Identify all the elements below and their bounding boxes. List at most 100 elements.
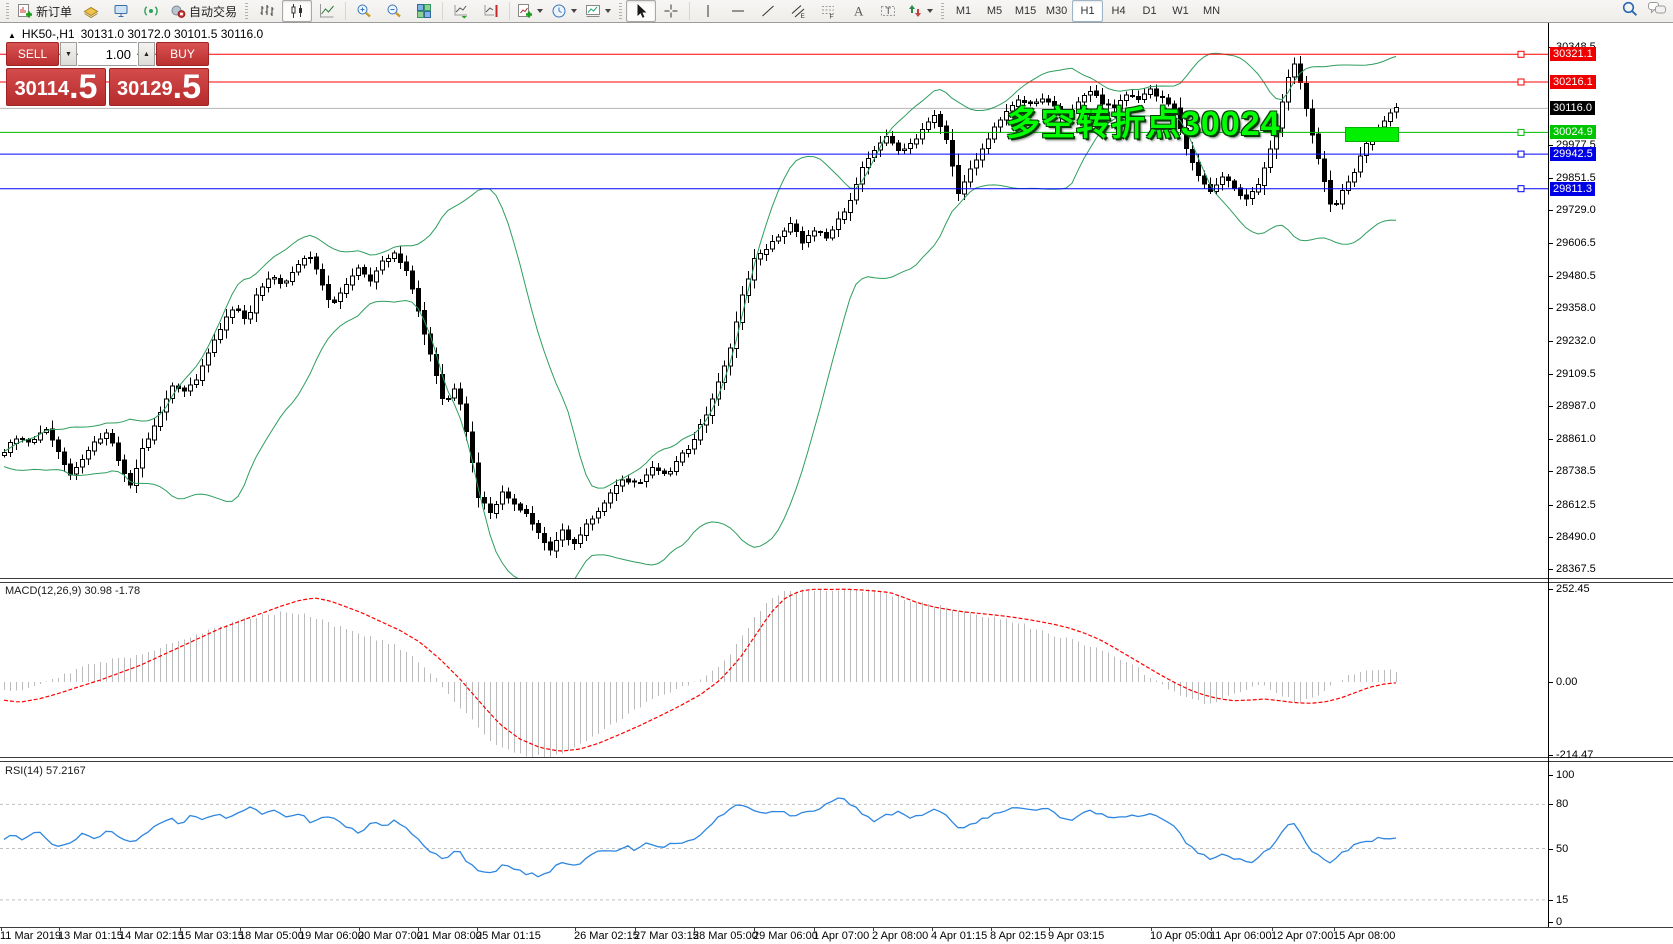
time-tick xyxy=(1211,927,1212,931)
time-tick xyxy=(754,927,755,931)
chart-shift-button[interactable] xyxy=(476,0,506,22)
panel-separator[interactable] xyxy=(0,578,1673,583)
panel-separator[interactable] xyxy=(0,757,1673,762)
time-label: 26 Mar 02:15 xyxy=(574,930,639,942)
time-tick xyxy=(1272,927,1273,931)
macd-tick xyxy=(1549,589,1553,590)
line-chart-button[interactable] xyxy=(312,0,342,22)
arrows-button[interactable] xyxy=(903,0,937,22)
price-tick-label: 28987.0 xyxy=(1556,400,1596,412)
new-order-button[interactable]: 新订单 xyxy=(13,0,76,22)
terminal-button[interactable] xyxy=(106,0,136,22)
sell-price-main: 30114 xyxy=(14,78,70,100)
macd-tick-label: -214.47 xyxy=(1556,749,1594,761)
trendline-button[interactable] xyxy=(753,0,783,22)
tab-timeframe-mn[interactable]: MN xyxy=(1196,0,1227,22)
macd-tick-label: 252.45 xyxy=(1556,583,1590,595)
signals-button[interactable] xyxy=(136,0,166,22)
macd-tick-label: 0.00 xyxy=(1556,676,1578,688)
time-axis[interactable]: 11 Mar 2019 13 Mar 01:15 14 Mar 02:15 15 Ma… xyxy=(0,927,1673,944)
volume-decrease-button[interactable]: ▼ xyxy=(60,42,77,66)
chat-icon[interactable] xyxy=(1647,0,1667,23)
time-label: 15 Mar 03:15 xyxy=(179,930,244,942)
price-tick xyxy=(1549,406,1553,407)
search-icon[interactable] xyxy=(1621,0,1639,23)
text-label-button[interactable]: T xyxy=(873,0,903,22)
market-watch-button[interactable] xyxy=(76,0,106,22)
chart-annotation-highlight-bar[interactable] xyxy=(1345,127,1399,142)
tab-timeframe-d1[interactable]: D1 xyxy=(1134,0,1165,22)
tab-timeframe-m30[interactable]: M30 xyxy=(1041,0,1072,22)
time-tick xyxy=(1,927,2,931)
svg-text:A: A xyxy=(854,4,864,19)
timeframe-label: M1 xyxy=(955,5,972,17)
tile-windows-button[interactable] xyxy=(409,0,439,22)
price-axis[interactable]: 30348.529977.529851.529729.029606.529480… xyxy=(1549,0,1673,944)
volume-input[interactable] xyxy=(78,42,137,66)
time-tick xyxy=(1334,927,1335,931)
cursor-button[interactable] xyxy=(626,0,657,22)
toolbar-grip xyxy=(619,3,623,19)
price-tick-label: 28738.5 xyxy=(1556,465,1596,477)
periods-button[interactable] xyxy=(547,0,581,22)
auto-scroll-button[interactable] xyxy=(446,0,476,22)
price-tick xyxy=(1549,505,1553,506)
zoom-out-button[interactable] xyxy=(379,0,409,22)
rsi-tick xyxy=(1549,804,1553,805)
zoom-in-icon xyxy=(356,3,372,19)
buy-price-frac: .5 xyxy=(172,68,201,106)
tab-timeframe-m1[interactable]: M1 xyxy=(948,0,979,22)
tab-timeframe-m5[interactable]: M5 xyxy=(979,0,1010,22)
chevron-down-icon xyxy=(927,9,934,13)
templates-button[interactable] xyxy=(581,0,615,22)
horizontal-line-button[interactable] xyxy=(723,0,753,22)
time-tick xyxy=(814,927,815,931)
indicators-button[interactable] xyxy=(513,0,547,22)
trendline-icon xyxy=(760,3,776,19)
timeframe-label: M30 xyxy=(1045,5,1068,17)
price-tick xyxy=(1549,308,1553,309)
hline-price-label: 30024.9 xyxy=(1550,125,1596,139)
autotrading-button[interactable]: 自动交易 xyxy=(166,0,241,22)
rsi-indicator-panel[interactable] xyxy=(0,762,1548,927)
one-click-trading-panel: SELL ▼ ▲ BUY 30114 .5 30129 .5 xyxy=(6,42,209,106)
timeframe-label: H1 xyxy=(1080,5,1095,17)
macd-indicator-panel[interactable] xyxy=(0,583,1548,758)
zoom-in-button[interactable] xyxy=(349,0,379,22)
tab-timeframe-w1[interactable]: W1 xyxy=(1165,0,1196,22)
time-axis-border xyxy=(0,927,1673,928)
chart-symbol-ohlc: ▲ HK50-,H1 30131.0 30172.0 30101.5 30116… xyxy=(8,27,263,41)
tab-timeframe-h1[interactable]: H1 xyxy=(1072,0,1104,22)
time-label: 14 Mar 02:15 xyxy=(119,930,184,942)
price-tick xyxy=(1549,243,1553,244)
time-label: 13 Mar 01:15 xyxy=(58,930,123,942)
vertical-line-button[interactable] xyxy=(693,0,723,22)
bar-chart-button[interactable] xyxy=(252,0,282,22)
candlestick-button[interactable] xyxy=(282,0,313,22)
text-button[interactable]: A xyxy=(843,0,873,22)
volume-increase-button[interactable]: ▲ xyxy=(138,42,155,66)
price-tick xyxy=(1549,178,1553,179)
vertical-line-icon xyxy=(700,3,716,19)
main-price-chart[interactable] xyxy=(0,23,1548,579)
toolbar-grip xyxy=(941,3,945,19)
time-label: 11 Mar 2019 xyxy=(0,930,61,942)
fibonacci-button[interactable]: F xyxy=(813,0,843,22)
hline-price-label: 29811.3 xyxy=(1550,182,1595,196)
buy-price-box[interactable]: 30129 .5 xyxy=(109,68,209,106)
channel-button[interactable]: E xyxy=(783,0,813,22)
time-tick xyxy=(418,927,419,931)
auto-scroll-icon xyxy=(453,3,469,19)
toolbar-separator xyxy=(345,2,347,20)
buy-button[interactable]: BUY xyxy=(156,42,209,66)
timeframe-label: MN xyxy=(1202,5,1221,17)
chart-annotation-text[interactable]: 多空转折点30024 xyxy=(1006,105,1281,143)
sell-price-box[interactable]: 30114 .5 xyxy=(6,68,106,106)
crosshair-button[interactable] xyxy=(656,0,686,22)
terminal-icon xyxy=(113,3,129,19)
time-tick xyxy=(932,927,933,931)
price-tick-label: 29232.0 xyxy=(1556,335,1596,347)
sell-button[interactable]: SELL xyxy=(6,42,59,66)
tab-timeframe-m15[interactable]: M15 xyxy=(1010,0,1041,22)
tab-timeframe-h4[interactable]: H4 xyxy=(1103,0,1134,22)
